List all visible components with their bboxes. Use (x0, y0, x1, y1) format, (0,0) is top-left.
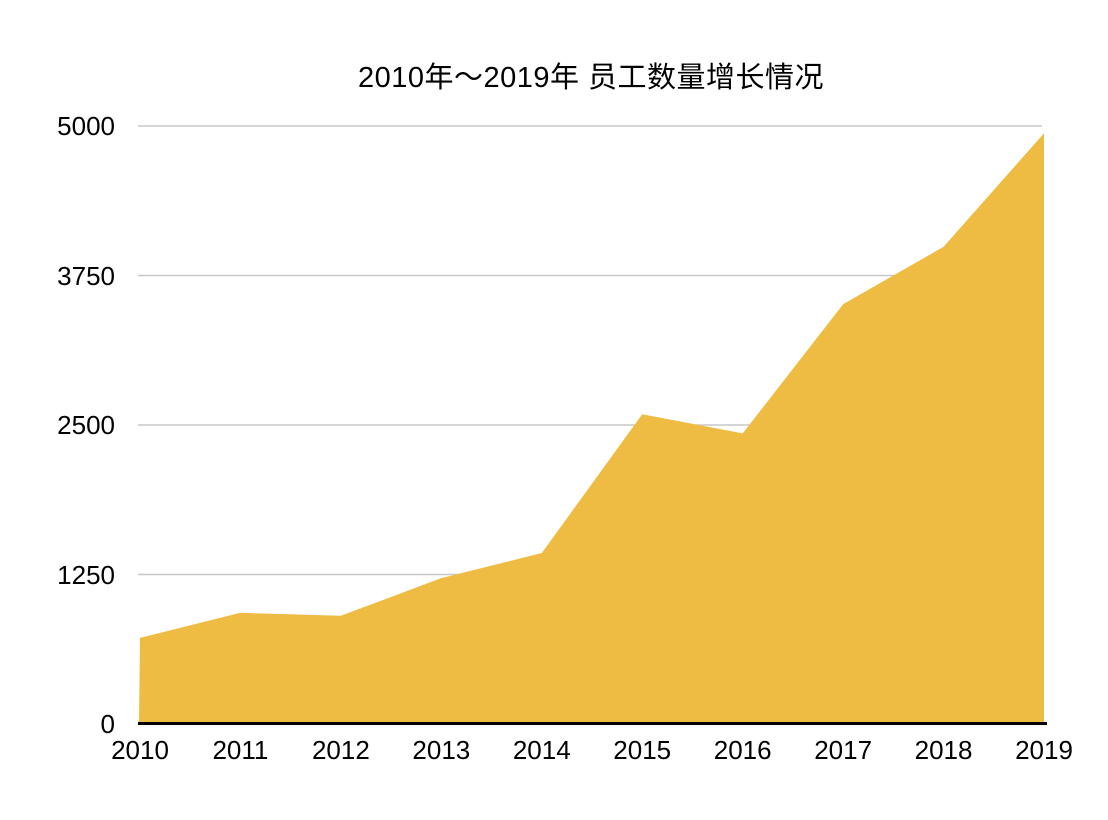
y-tick-label: 1250 (57, 559, 115, 590)
x-tick-label: 2018 (914, 735, 973, 765)
x-tick-label: 2016 (713, 735, 772, 765)
y-tick-label: 0 (100, 709, 115, 739)
y-tick-label: 3750 (57, 260, 115, 291)
x-tick-label: 2014 (512, 735, 571, 765)
x-tick-label: 2012 (311, 735, 370, 765)
x-tick-label: 2015 (613, 735, 672, 765)
x-tick-label: 2019 (1015, 735, 1073, 765)
chart-title: 2010年～2019年 员工数量增长情况 (357, 62, 825, 94)
y-tick-label: 5000 (57, 111, 115, 141)
area-series (139, 133, 1044, 722)
x-tick-label: 2013 (412, 735, 471, 765)
x-tick-label: 2011 (212, 735, 269, 765)
x-tick-label: 2010 (111, 735, 169, 765)
x-tick-label: 2017 (814, 735, 873, 765)
y-tick-label: 2500 (57, 410, 115, 440)
